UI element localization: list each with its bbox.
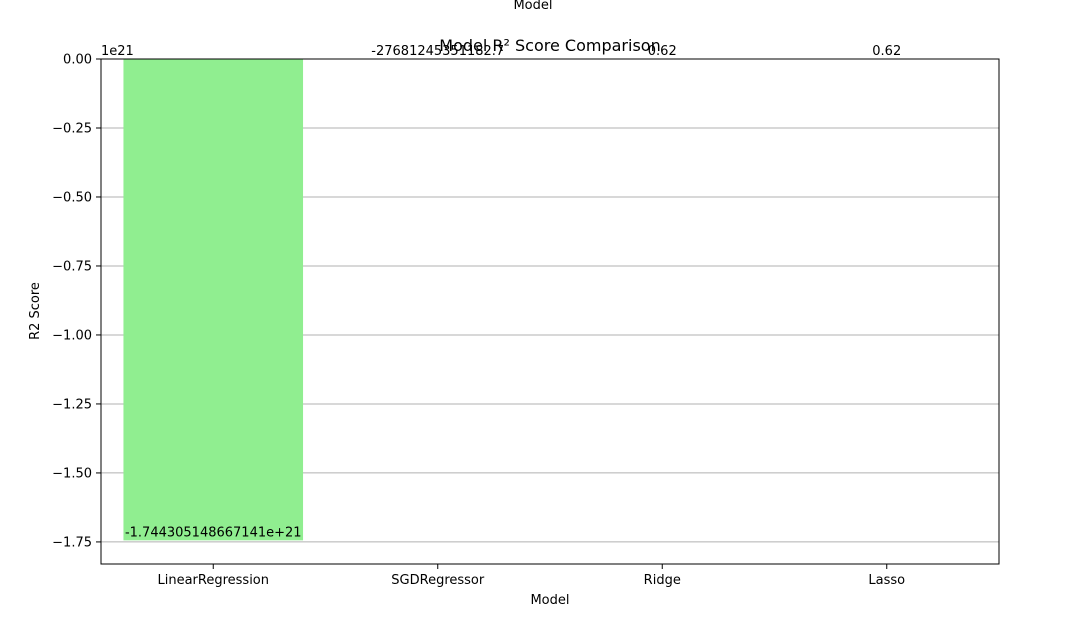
chart-title: Model R² Score Comparison (439, 36, 660, 55)
x-axis-ticks: LinearRegression SGDRegressor Ridge Lasso (157, 564, 905, 588)
y-tick-label: −0.75 (52, 259, 92, 274)
y-tick-label: 0.00 (63, 53, 92, 68)
y-tick-label: −1.50 (52, 466, 92, 481)
value-label: -27681245351182.7 (371, 44, 504, 59)
x-tick-label: SGDRegressor (391, 573, 485, 588)
x-tick-label: Lasso (868, 573, 905, 588)
x-tick-label: LinearRegression (157, 573, 269, 588)
x-axis-label: Model (530, 593, 569, 608)
bars (123, 59, 528, 541)
y-tick-label: −0.25 (52, 121, 92, 136)
value-label: 0.62 (872, 44, 901, 59)
value-labels: -1.744305148667141e+21 -27681245351182.7 0… (125, 44, 901, 540)
plot-frame (100, 58, 1000, 565)
y-tick-label: −1.00 (52, 328, 92, 343)
y-tick-label: −0.50 (52, 190, 92, 205)
x-tick-label: Ridge (644, 573, 681, 588)
y-axis-ticks: 0.00 −0.25 −0.50 −0.75 −1.00 −1.25 −1.50 −1.75 (52, 53, 101, 550)
bar (123, 59, 304, 541)
y-axis-label: R2 Score (28, 282, 43, 340)
y-tick-label: −1.75 (52, 535, 92, 550)
y-offset-label: 1e21 (101, 44, 134, 59)
value-label: 0.62 (648, 44, 677, 59)
y-tick-label: −1.25 (52, 397, 92, 412)
top-label: Model (513, 0, 552, 13)
value-label: -1.744305148667141e+21 (125, 525, 302, 540)
